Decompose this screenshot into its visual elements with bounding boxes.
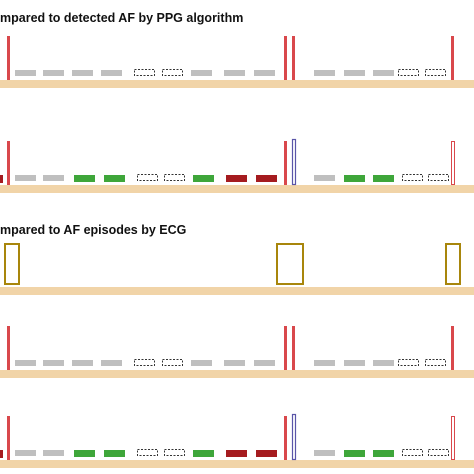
onset-marker [7, 141, 10, 185]
onset-marker-hollow [451, 141, 455, 185]
segment-unflagged [43, 175, 64, 181]
onset-marker [284, 141, 287, 185]
segment-missing [164, 174, 185, 181]
segment-flagged-green [373, 175, 394, 182]
ecg-af-episode [4, 243, 20, 285]
segment-flagged-green [104, 450, 125, 457]
segment-unflagged [15, 360, 36, 366]
segment-unflagged [72, 360, 93, 366]
segment-unflagged [254, 360, 275, 366]
segment-unflagged [72, 70, 93, 76]
segment-missing [428, 174, 449, 181]
segment-missing [162, 69, 183, 76]
segment-missing [428, 449, 449, 456]
segment-unflagged [43, 450, 64, 456]
segment-flagged-red [226, 175, 247, 182]
onset-marker [284, 416, 287, 460]
segment-flagged-green [373, 450, 394, 457]
segment-unflagged [43, 360, 64, 366]
timeline-track [0, 185, 474, 193]
detection-marker [291, 413, 297, 461]
onset-marker [451, 36, 454, 80]
segment-flagged-green [344, 175, 365, 182]
segment-missing [162, 359, 183, 366]
timeline-track [0, 460, 474, 468]
onset-marker [292, 326, 295, 370]
segment-flagged-green [104, 175, 125, 182]
segment-missing [134, 69, 155, 76]
detection-marker [291, 138, 297, 186]
segment-missing [137, 449, 158, 456]
segment-unflagged [191, 70, 212, 76]
segment-unflagged [15, 450, 36, 456]
segment-edge-red [0, 450, 3, 458]
segment-unflagged [15, 175, 36, 181]
segment-unflagged [314, 360, 335, 366]
section-heading-ppg: mpared to detected AF by PPG algorithm [0, 11, 244, 25]
segment-flagged-green [74, 450, 95, 457]
segment-missing [425, 69, 446, 76]
segment-flagged-red [256, 175, 277, 182]
segment-missing [164, 449, 185, 456]
onset-marker-hollow [451, 416, 455, 460]
onset-marker [7, 36, 10, 80]
section-heading-ecg: mpared to AF episodes by ECG [0, 223, 187, 237]
segment-unflagged [373, 360, 394, 366]
segment-unflagged [224, 360, 245, 366]
onset-marker [7, 416, 10, 460]
segment-unflagged [314, 175, 335, 181]
onset-marker [284, 326, 287, 370]
timeline-track [0, 370, 474, 378]
segment-missing [134, 359, 155, 366]
segment-missing [398, 359, 419, 366]
segment-flagged-green [193, 450, 214, 457]
segment-unflagged [344, 70, 365, 76]
onset-marker [451, 326, 454, 370]
ecg-af-episode [445, 243, 461, 285]
segment-unflagged [314, 450, 335, 456]
onset-marker [292, 36, 295, 80]
segment-unflagged [101, 360, 122, 366]
ecg-af-episode [276, 243, 304, 285]
segment-unflagged [15, 70, 36, 76]
segment-unflagged [314, 70, 335, 76]
segment-unflagged [254, 70, 275, 76]
segment-unflagged [224, 70, 245, 76]
segment-missing [137, 174, 158, 181]
segment-unflagged [191, 360, 212, 366]
segment-missing [425, 359, 446, 366]
segment-unflagged [43, 70, 64, 76]
onset-marker [284, 36, 287, 80]
segment-missing [398, 69, 419, 76]
onset-marker [7, 326, 10, 370]
segment-flagged-green [193, 175, 214, 182]
segment-flagged-red [256, 450, 277, 457]
segment-flagged-red [226, 450, 247, 457]
segment-unflagged [101, 70, 122, 76]
segment-edge-red [0, 175, 3, 183]
segment-flagged-green [344, 450, 365, 457]
segment-unflagged [373, 70, 394, 76]
segment-missing [402, 174, 423, 181]
segment-unflagged [344, 360, 365, 366]
segment-missing [402, 449, 423, 456]
timeline-track [0, 80, 474, 88]
timeline-track [0, 287, 474, 295]
segment-flagged-green [74, 175, 95, 182]
